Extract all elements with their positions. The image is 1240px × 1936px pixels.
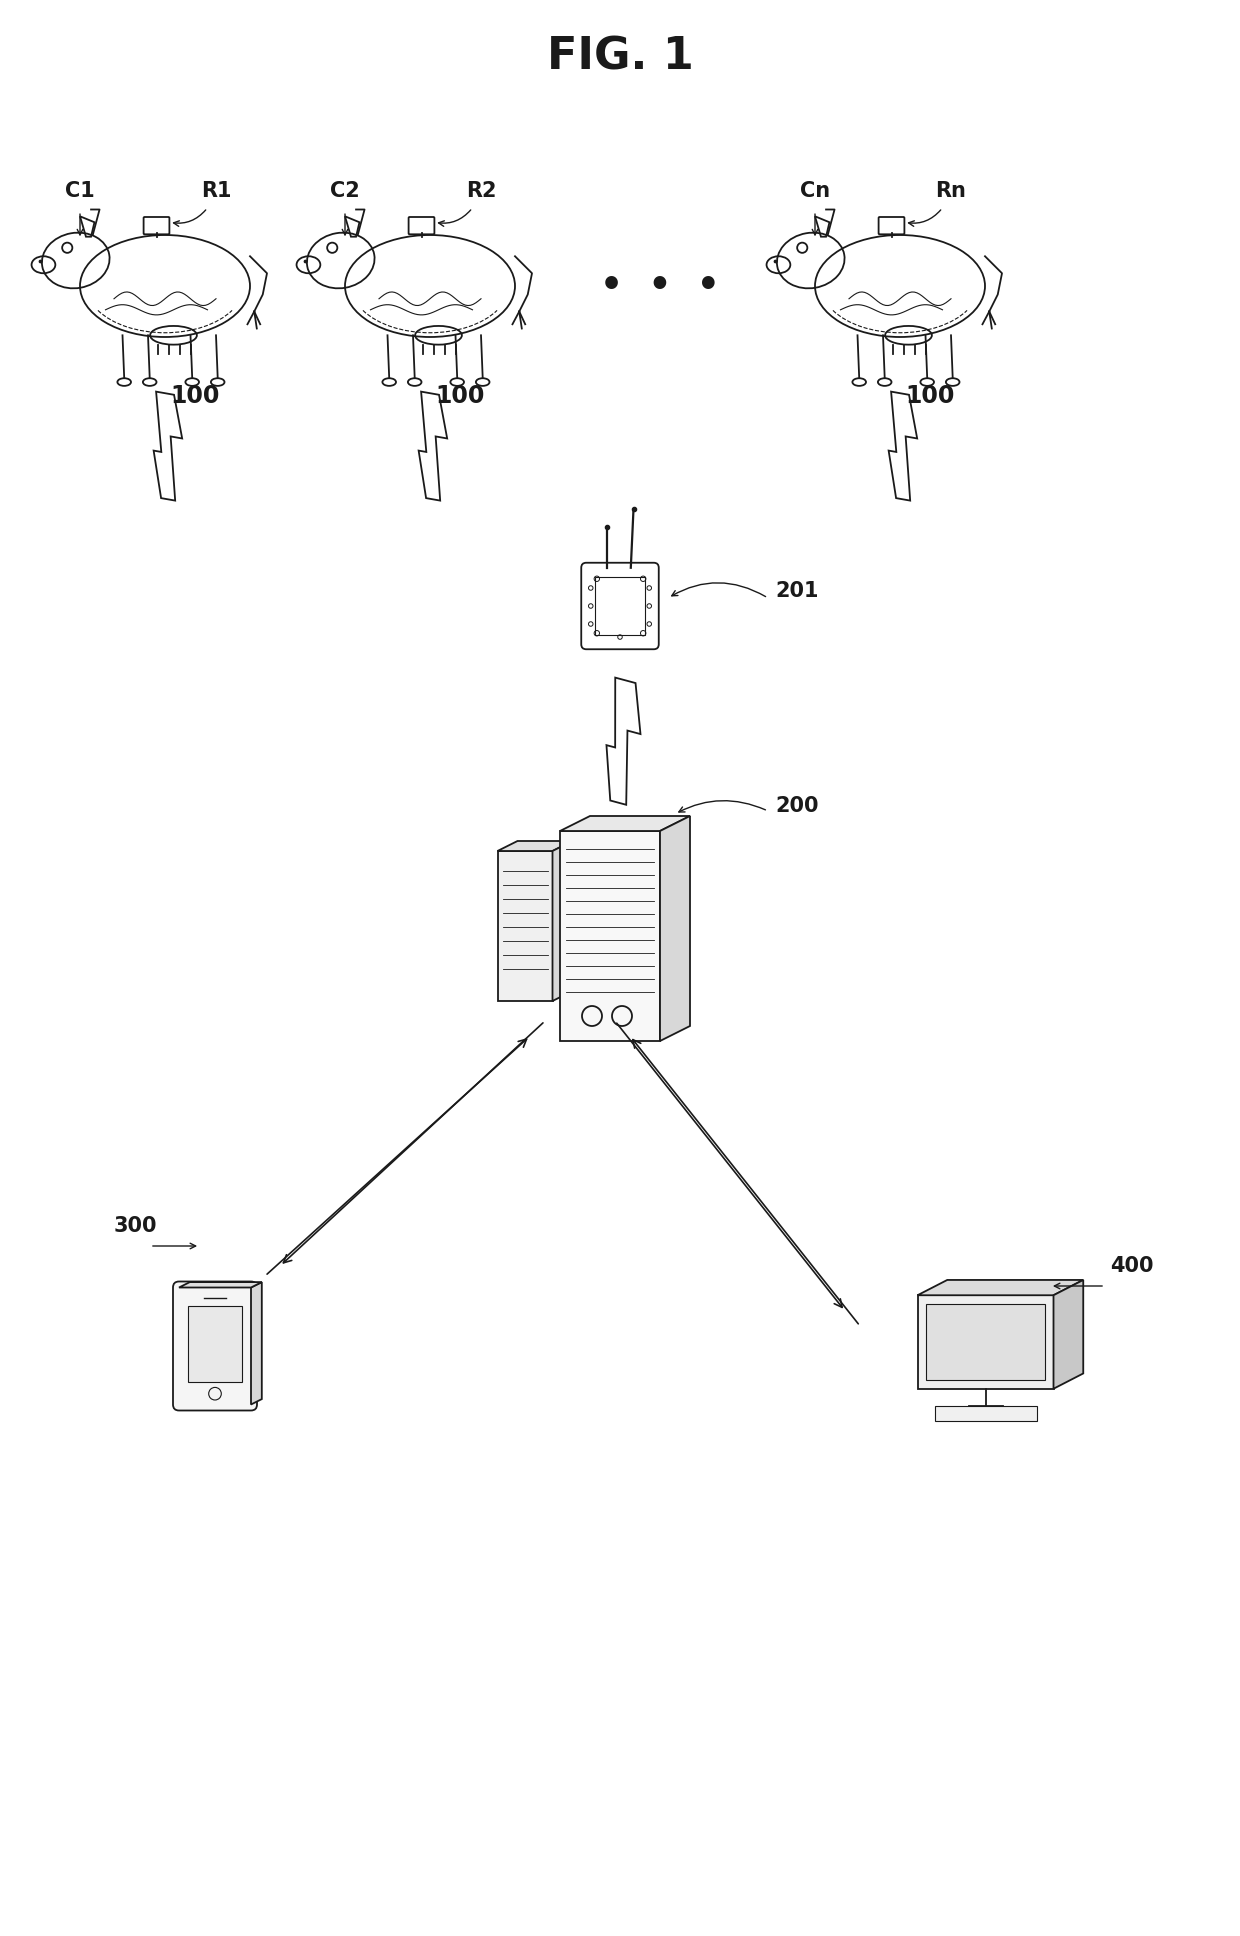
Bar bbox=[188, 1305, 242, 1382]
Text: R2: R2 bbox=[466, 180, 496, 201]
Polygon shape bbox=[497, 840, 573, 852]
Bar bbox=[926, 1303, 1045, 1380]
Bar bbox=[935, 1406, 1037, 1421]
Text: 400: 400 bbox=[1110, 1256, 1153, 1276]
Text: Cn: Cn bbox=[800, 180, 830, 201]
Text: 300: 300 bbox=[113, 1216, 156, 1235]
Bar bbox=[560, 831, 660, 1042]
Polygon shape bbox=[1054, 1280, 1084, 1388]
Bar bbox=[595, 577, 645, 635]
Polygon shape bbox=[660, 815, 689, 1042]
Text: FIG. 1: FIG. 1 bbox=[547, 37, 693, 79]
Polygon shape bbox=[553, 840, 573, 1001]
Polygon shape bbox=[918, 1280, 1084, 1295]
Text: Rn: Rn bbox=[935, 180, 966, 201]
Text: 100: 100 bbox=[905, 383, 955, 408]
Polygon shape bbox=[560, 815, 689, 831]
Bar bbox=[497, 852, 553, 1001]
Text: C2: C2 bbox=[330, 180, 360, 201]
FancyBboxPatch shape bbox=[174, 1282, 257, 1411]
Text: C1: C1 bbox=[66, 180, 95, 201]
Polygon shape bbox=[179, 1282, 262, 1287]
Bar bbox=[918, 1295, 1054, 1388]
Text: 100: 100 bbox=[435, 383, 485, 408]
Text: 100: 100 bbox=[170, 383, 219, 408]
Text: •  •  •: • • • bbox=[600, 269, 720, 304]
Polygon shape bbox=[250, 1282, 262, 1404]
Text: R1: R1 bbox=[201, 180, 231, 201]
Text: 200: 200 bbox=[775, 796, 818, 815]
Text: 201: 201 bbox=[775, 581, 818, 600]
